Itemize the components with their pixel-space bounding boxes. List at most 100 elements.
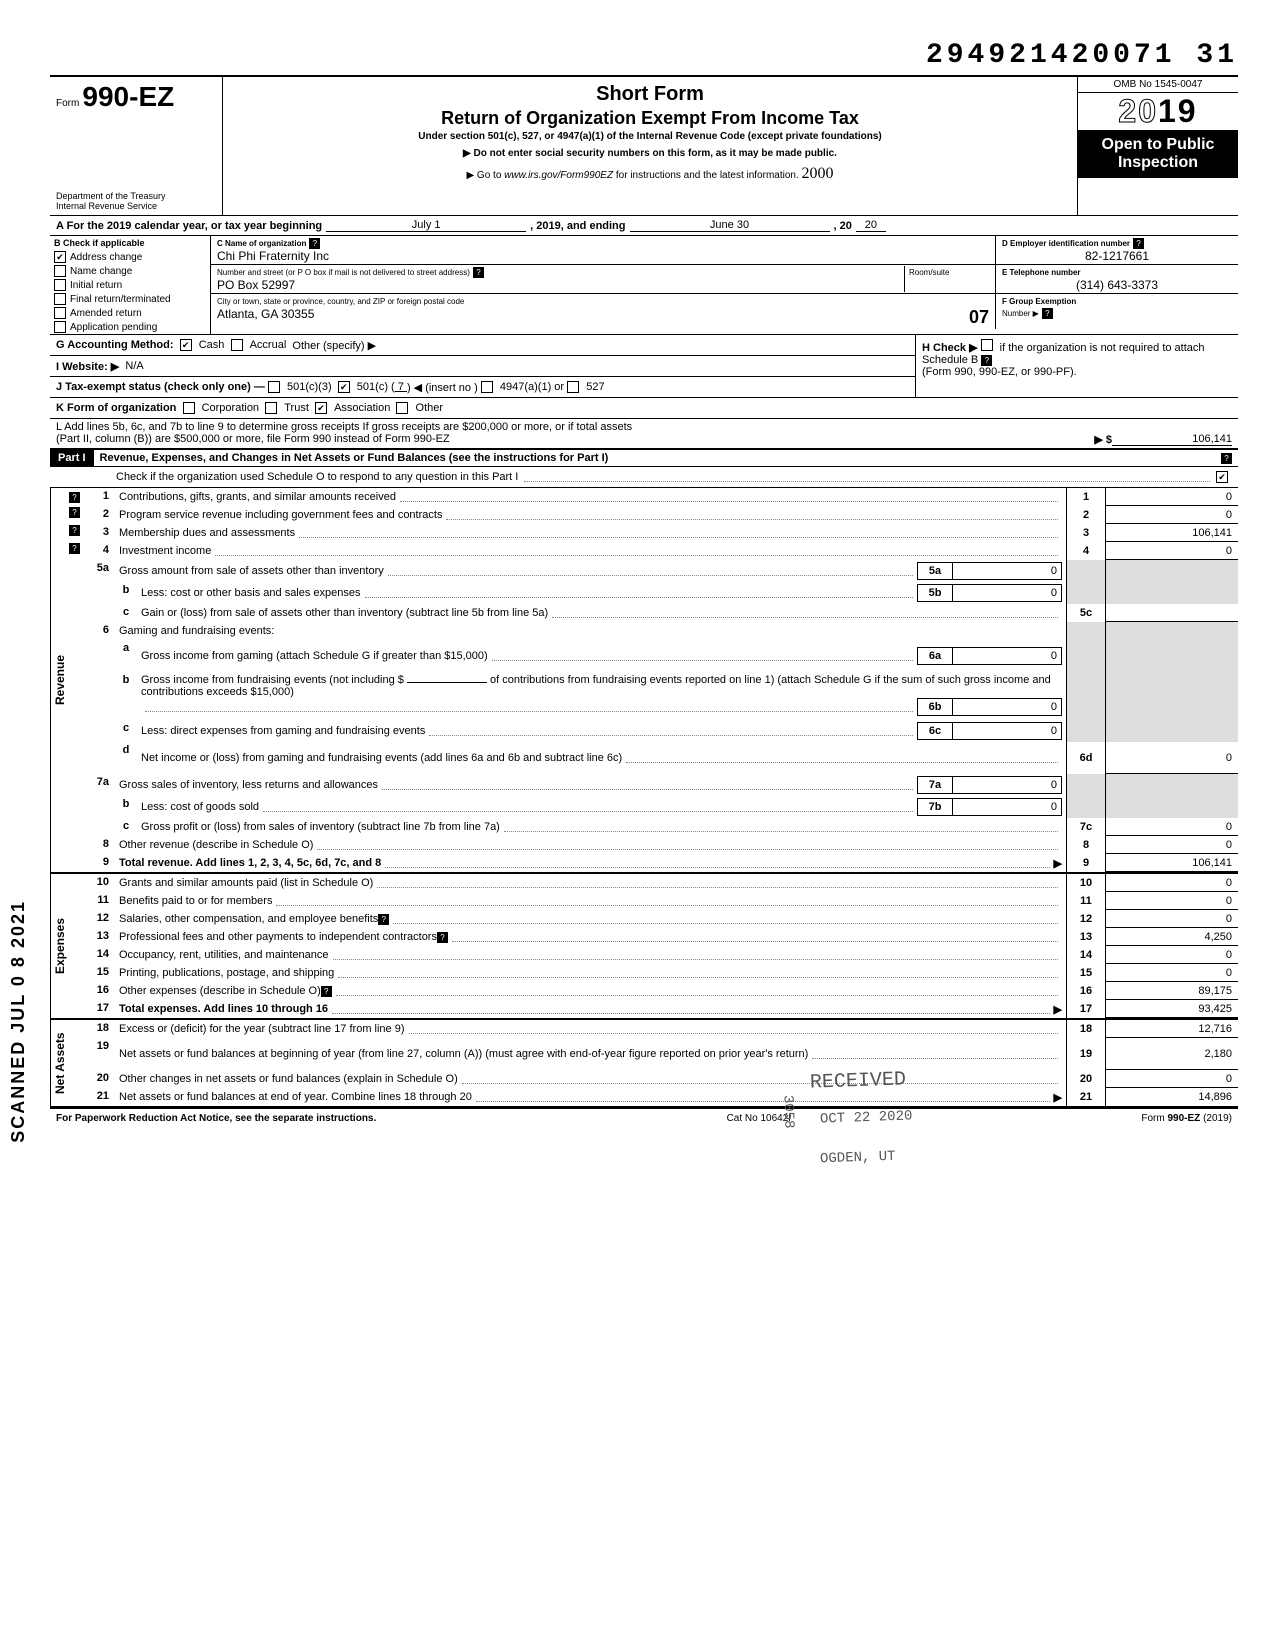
help-icon[interactable]: ?	[69, 492, 80, 503]
rcol-val[interactable]: 0	[1106, 874, 1238, 892]
chk-address-change[interactable]: ✔Address change	[50, 250, 210, 264]
chk-assoc[interactable]: ✔	[315, 402, 327, 414]
chk-accrual[interactable]	[231, 339, 243, 351]
accrual-label: Accrual	[250, 339, 287, 351]
help-icon[interactable]: ?	[69, 543, 80, 554]
rcol-val[interactable]: 0	[1106, 506, 1238, 524]
line-text: Grants and similar amounts paid (list in…	[119, 877, 373, 889]
line-20: 20Other changes in net assets or fund ba…	[69, 1070, 1238, 1088]
j-label: J Tax-exempt status (check only one) —	[56, 381, 265, 393]
chk-4947[interactable]	[481, 381, 493, 393]
line-text: Net assets or fund balances at end of ye…	[119, 1091, 472, 1103]
header-center: Short Form Return of Organization Exempt…	[223, 77, 1078, 215]
rcol-val[interactable]: 106,141	[1106, 854, 1238, 872]
501c-num[interactable]: 7	[398, 381, 404, 393]
chk-app-pending[interactable]: Application pending	[50, 320, 210, 334]
note-url-prefix: ▶ Go to	[466, 170, 504, 181]
rcol-val[interactable]: 14,896	[1106, 1088, 1238, 1106]
rcol-num: 4	[1066, 542, 1106, 560]
col-b-header: B Check if applicable	[50, 236, 210, 250]
phone[interactable]: (314) 643-3373	[1002, 278, 1232, 292]
row-a-label: A For the 2019 calendar year, or tax yea…	[56, 220, 322, 232]
line-num: 2	[83, 506, 115, 524]
help-icon[interactable]: ?	[309, 238, 320, 249]
street-address[interactable]: PO Box 52997	[217, 278, 295, 292]
rcol-val[interactable]: 0	[1106, 892, 1238, 910]
line-text: Program service revenue including govern…	[119, 509, 442, 521]
help-icon[interactable]: ?	[1133, 238, 1144, 249]
rcol-val[interactable]: 0	[1106, 488, 1238, 506]
row-k: K Form of organization Corporation Trust…	[50, 398, 1238, 419]
year-end-yy[interactable]: 20	[856, 219, 886, 232]
year-begin[interactable]: July 1	[326, 219, 526, 232]
subcol-val[interactable]: 0	[952, 798, 1062, 816]
help-icon[interactable]: ?	[378, 914, 389, 925]
handwritten-year: 2000	[802, 165, 834, 182]
help-icon[interactable]: ?	[981, 355, 992, 366]
line-6c: c Less: direct expenses from gaming and …	[69, 720, 1238, 742]
org-name[interactable]: Chi Phi Fraternity Inc	[217, 249, 329, 263]
rcol-val[interactable]: 0	[1106, 910, 1238, 928]
section-b-to-f: B Check if applicable ✔Address change Na…	[50, 236, 1238, 335]
chk-sched-b[interactable]	[981, 339, 993, 351]
help-icon[interactable]: ?	[473, 267, 484, 278]
chk-schedule-o[interactable]: ✔	[1216, 471, 1228, 483]
help-icon[interactable]: ?	[69, 525, 80, 536]
rcol-val[interactable]: 0	[1106, 946, 1238, 964]
gross-receipts[interactable]: 106,141	[1112, 433, 1232, 446]
room-label: Room/suite	[909, 268, 949, 277]
subcol-val[interactable]: 0	[952, 776, 1062, 794]
rcol-val[interactable]: 0	[1106, 818, 1238, 836]
chk-final-return[interactable]: Final return/terminated	[50, 292, 210, 306]
chk-501c[interactable]: ✔	[338, 381, 350, 393]
help-icon[interactable]: ?	[69, 507, 80, 518]
chk-cash[interactable]: ✔	[180, 339, 192, 351]
h-label: H Check ▶	[922, 342, 978, 354]
chk-label: Address change	[70, 252, 142, 263]
footer-right: Form 990-EZ (2019)	[1141, 1113, 1232, 1124]
chk-501c3[interactable]	[268, 381, 280, 393]
chk-trust[interactable]	[265, 402, 277, 414]
rcol-val[interactable]: 0	[1106, 1070, 1238, 1088]
subcol-val[interactable]: 0	[952, 698, 1062, 716]
rcol-val[interactable]: 0	[1106, 742, 1238, 774]
dept-irs: Internal Revenue Service	[56, 201, 166, 211]
chk-amended[interactable]: Amended return	[50, 306, 210, 320]
dept-treasury: Department of the Treasury	[56, 191, 166, 201]
rcol-val[interactable]: 106,141	[1106, 524, 1238, 542]
chk-name-change[interactable]: Name change	[50, 264, 210, 278]
rcol-val[interactable]	[1106, 604, 1238, 622]
line-7b: b Less: cost of goods sold 7b0	[69, 796, 1238, 818]
rcol-val[interactable]: 0	[1106, 836, 1238, 854]
chk-initial-return[interactable]: Initial return	[50, 278, 210, 292]
rcol-val[interactable]: 2,180	[1106, 1038, 1238, 1070]
chk-corp[interactable]	[183, 402, 195, 414]
line-5c: c Gain or (loss) from sale of assets oth…	[69, 604, 1238, 622]
line-num: 12	[83, 910, 115, 928]
rcol-val[interactable]: 0	[1106, 964, 1238, 982]
rcol-val[interactable]: 0	[1106, 542, 1238, 560]
line-sub: a	[115, 640, 137, 672]
website-val[interactable]: N/A	[125, 360, 143, 372]
subcol-val[interactable]: 0	[952, 722, 1062, 740]
other-org-label: Other	[416, 402, 444, 414]
help-icon[interactable]: ?	[321, 986, 332, 997]
year-end-month[interactable]: June 30	[630, 219, 830, 232]
subcol-val[interactable]: 0	[952, 562, 1062, 580]
addr-label: Number and street (or P O box if mail is…	[217, 268, 470, 277]
city-state-zip[interactable]: Atlanta, GA 30355	[217, 307, 314, 321]
chk-other-org[interactable]	[396, 402, 408, 414]
subcol-val[interactable]: 0	[952, 584, 1062, 602]
line-5a: 5a Gross amount from sale of assets othe…	[69, 560, 1238, 582]
help-icon[interactable]: ?	[1221, 453, 1232, 464]
subcol-num: 5a	[917, 562, 952, 580]
help-icon[interactable]: ?	[1042, 308, 1053, 319]
chk-527[interactable]	[567, 381, 579, 393]
subcol-val[interactable]: 0	[952, 647, 1062, 665]
rcol-val[interactable]: 89,175	[1106, 982, 1238, 1000]
rcol-val[interactable]: 12,716	[1106, 1020, 1238, 1038]
help-icon[interactable]: ?	[437, 932, 448, 943]
ein[interactable]: 82-1217661	[1002, 249, 1232, 263]
rcol-val[interactable]: 93,425	[1106, 1000, 1238, 1018]
rcol-val[interactable]: 4,250	[1106, 928, 1238, 946]
